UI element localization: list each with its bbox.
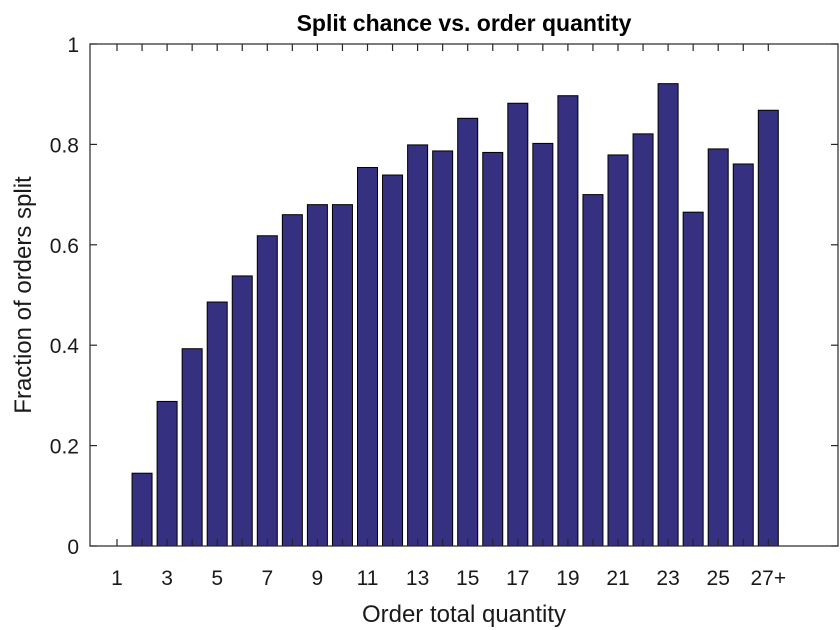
x-tick-label: 7	[261, 567, 273, 590]
bar-3	[156, 400, 178, 547]
bar-17	[507, 102, 529, 547]
y-axis-label: Fraction of orders split	[10, 176, 37, 414]
x-tick-label: 19	[556, 567, 579, 590]
x-tick-label: 5	[211, 567, 223, 590]
bar-27+	[757, 109, 779, 547]
plot-frame	[89, 43, 839, 547]
bar-10	[331, 204, 353, 547]
y-tick-label: 0.6	[50, 235, 79, 258]
bars-group	[131, 83, 779, 547]
bar-18	[532, 142, 554, 547]
x-tick-label: 11	[357, 567, 379, 590]
y-tick-label: 0.2	[50, 436, 79, 459]
bar-15	[457, 117, 479, 547]
bar-16	[482, 151, 504, 547]
bar-9	[306, 204, 328, 547]
chart-title: Split chance vs. order quantity	[297, 10, 632, 36]
bar-13	[407, 144, 429, 547]
bar-2	[131, 472, 153, 547]
bar-8	[281, 214, 303, 547]
x-tick-label: 1	[111, 567, 123, 590]
bar-6	[231, 275, 253, 547]
bar-26	[732, 163, 754, 547]
x-tick-label: 17	[506, 567, 529, 590]
y-tick-label: 0.4	[50, 335, 80, 358]
bar-25	[707, 148, 729, 547]
axes-group	[89, 43, 839, 547]
bar-23	[657, 83, 679, 547]
y-tick-label: 1	[67, 34, 79, 57]
x-tick-label: 13	[406, 567, 429, 590]
bar-12	[382, 174, 404, 547]
x-tick-label: 15	[456, 567, 479, 590]
x-tick-label: 25	[707, 567, 730, 590]
bar-22	[632, 133, 654, 547]
y-tick-label: 0.8	[50, 134, 79, 157]
x-tick-labels: 1 3 5 7 9 11 13 15 17 19 21 23 25 27+	[111, 567, 786, 590]
bar-24	[682, 211, 704, 547]
bar-7	[256, 235, 278, 547]
bar-4	[181, 348, 203, 547]
bar-11	[357, 166, 378, 547]
x-tick-label: 3	[161, 567, 173, 590]
bar-5	[206, 301, 228, 547]
bar-14	[432, 150, 454, 547]
x-tick-label: 23	[656, 567, 679, 590]
bar-19	[557, 95, 579, 547]
bar-20	[582, 194, 604, 547]
bar-21	[607, 154, 629, 547]
x-tick-label: 9	[312, 567, 324, 590]
x-tick-label: 27+	[750, 567, 786, 590]
x-tick-label: 21	[606, 567, 629, 590]
y-tick-labels: 0 0.2 0.4 0.6 0.8 1	[50, 34, 80, 559]
y-tick-label: 0	[67, 536, 79, 559]
x-axis-label: Order total quantity	[362, 601, 566, 628]
